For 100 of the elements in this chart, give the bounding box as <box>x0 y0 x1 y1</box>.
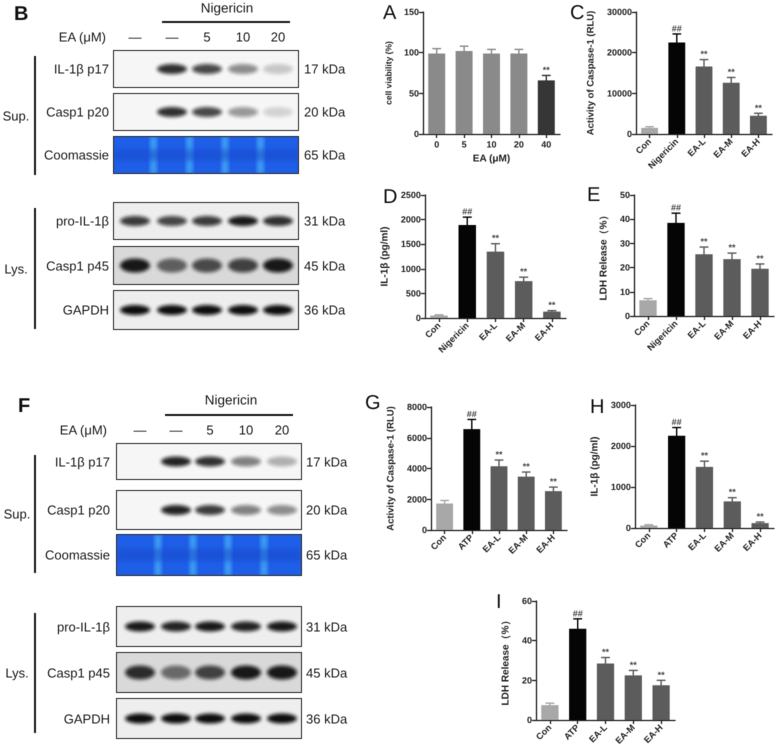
annotation: ## <box>670 202 682 213</box>
category-label: pro-IL-1β <box>56 214 109 228</box>
category-label: Casp1 p20 <box>46 104 109 120</box>
y-tick-label: 0 <box>626 523 631 533</box>
text: Sup. <box>2 108 30 123</box>
y-tick-label: 30 <box>620 238 630 248</box>
x-tick-label: 10 <box>486 140 497 150</box>
chart-title: C <box>570 2 584 24</box>
bar <box>518 476 535 530</box>
annotation: ** <box>700 49 708 60</box>
annotation: ## <box>572 608 583 618</box>
text: EA (μM) <box>60 422 107 438</box>
bar <box>750 116 767 134</box>
category-label: 20 kDa <box>304 104 346 120</box>
y-tick-label: 20 <box>522 675 532 686</box>
bar <box>483 53 500 134</box>
y-tick-label: 6000 <box>406 432 427 443</box>
category-label: — <box>134 422 146 438</box>
y-tick-label: 150 <box>404 7 419 17</box>
x-tick-label: 20 <box>514 140 524 150</box>
category-label: Coomassie <box>44 148 109 162</box>
y-tick-label: 1500 <box>400 239 421 250</box>
bar <box>514 281 532 318</box>
category-label: 65 kDa <box>304 148 346 162</box>
category-label: 36 kDa <box>304 302 346 318</box>
x-tick-label: Con <box>534 722 554 742</box>
annotation: ** <box>495 450 503 460</box>
text: Lys. <box>5 666 29 680</box>
annotation: ** <box>700 236 708 247</box>
text: Nigericin <box>200 0 254 16</box>
text: EA (μM) <box>58 30 106 44</box>
annotation: ** <box>728 487 736 498</box>
x-tick-label: 5 <box>462 140 467 150</box>
y-tick-label: 20 <box>620 262 630 273</box>
category-label: 45 kDa <box>306 665 348 680</box>
text: Sup. <box>4 506 30 522</box>
category-label: — <box>170 422 182 438</box>
y-tick-label: 2500 <box>400 190 421 200</box>
category-label: GAPDH <box>62 302 109 318</box>
annotation: ** <box>756 512 764 522</box>
bar <box>510 53 528 134</box>
y-tick-label: 10000 <box>606 88 632 98</box>
x-tick-label: 0 <box>434 140 440 150</box>
bar <box>543 312 561 318</box>
y-axis-title: Activity of Caspase-1 (RLU) <box>586 10 597 136</box>
annotation: ** <box>754 102 762 113</box>
y-tick-label: 100 <box>404 48 419 58</box>
y-axis-title: cell viability (%) <box>384 40 394 105</box>
bar <box>751 268 769 316</box>
annotation: ** <box>728 66 736 77</box>
text: Nigericin <box>204 392 258 408</box>
chart-title: A <box>383 2 397 24</box>
category-label: IL-1β p17 <box>54 62 109 76</box>
annotation: ## <box>462 206 472 217</box>
y-tick-label: 0 <box>626 129 632 139</box>
y-tick-label: 4000 <box>406 464 427 474</box>
annotation: ** <box>602 647 610 658</box>
bar <box>538 80 555 134</box>
y-tick-label: 0 <box>414 129 419 139</box>
category-label: GAPDH <box>64 711 110 726</box>
y-axis-title: Activity of Caspase-1 (RLU) <box>386 406 397 531</box>
annotation: ** <box>542 64 550 75</box>
y-tick-label: 40 <box>620 214 630 224</box>
y-tick-label: 0 <box>526 715 532 725</box>
annotation: ** <box>550 476 558 487</box>
y-tick-label: 60 <box>522 596 532 606</box>
y-tick-label: 2000 <box>400 214 421 225</box>
annotation: ** <box>728 242 736 253</box>
annotation: ** <box>522 462 530 472</box>
category-label: Casp1 p45 <box>47 665 110 680</box>
category-label: 10 <box>238 422 254 438</box>
x-tick-label: Con <box>632 530 652 550</box>
category-label: Casp1 p20 <box>47 502 110 518</box>
annotation: ** <box>658 670 666 680</box>
x-tick-label: Con <box>423 320 443 340</box>
y-tick-label: 500 <box>406 288 421 298</box>
annotation: ** <box>548 300 556 310</box>
annotation: ** <box>700 450 708 461</box>
category-label: 10 <box>236 30 250 44</box>
annotation: ** <box>492 233 500 244</box>
y-tick-label: 50 <box>408 88 419 98</box>
x-tick-label: Con <box>428 532 448 552</box>
text: B <box>14 3 28 25</box>
y-axis-title: IL-1β (pg/ml) <box>380 226 390 286</box>
annotation: ## <box>466 408 477 419</box>
text: F <box>18 395 30 417</box>
category-label: 20 kDa <box>306 502 348 518</box>
category-label: 36 kDa <box>306 711 348 726</box>
chart-title: I <box>496 591 502 613</box>
y-axis-title: LDH Release（%） <box>500 615 512 706</box>
y-tick-label: 1000 <box>400 264 421 274</box>
y-tick-label: 50 <box>620 190 630 200</box>
category-label: 20 <box>270 30 286 44</box>
bar <box>724 501 741 528</box>
y-tick-label: 30000 <box>606 7 632 17</box>
x-tick-label: Con <box>632 318 652 338</box>
text: Lys. <box>4 261 28 276</box>
category-label: 45 kDa <box>304 258 346 273</box>
category-label: pro-IL-1β <box>57 619 110 634</box>
category-label: 5 <box>203 30 211 44</box>
